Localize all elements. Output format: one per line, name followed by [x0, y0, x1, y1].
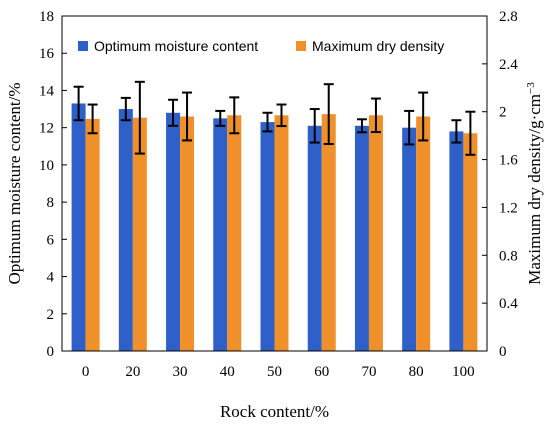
legend-label: Optimum moisture content [94, 38, 258, 54]
legend-swatch [78, 41, 88, 51]
bar-density [368, 115, 383, 351]
y-right-tick-label: 2.8 [499, 9, 518, 25]
bar-density [274, 115, 289, 351]
y-left-tick-label: 2 [47, 307, 55, 323]
y-right-tick-label: 0 [499, 344, 507, 360]
bar-moisture [307, 125, 322, 351]
x-tick-label: 0 [82, 364, 90, 380]
x-tick-label: 60 [314, 364, 329, 380]
x-tick-label: 50 [267, 364, 282, 380]
bar-density [463, 133, 478, 351]
y-left-tick-label: 16 [39, 46, 55, 62]
y-left-tick-label: 4 [47, 270, 55, 286]
legend-label: Maximum dry density [312, 38, 444, 54]
bar-moisture [166, 112, 181, 352]
y-left-tick-label: 0 [47, 344, 55, 360]
bar-density [227, 115, 242, 351]
bar-moisture [71, 103, 86, 351]
y-right-tick-label: 2.4 [499, 57, 518, 73]
y-left-tick-label: 14 [39, 83, 55, 99]
y-right-tick-label: 0.4 [499, 296, 518, 312]
bar-moisture [354, 125, 369, 351]
y-left-tick-label: 6 [47, 232, 55, 248]
y-left-tick-label: 12 [39, 121, 54, 137]
bar-density [321, 114, 336, 351]
x-tick-label: 100 [452, 364, 475, 380]
legend-swatch [296, 41, 306, 51]
x-tick-label: 80 [409, 364, 424, 380]
bar-moisture [449, 131, 464, 351]
x-axis-title: Rock content/% [220, 402, 329, 421]
y-left-tick-label: 18 [39, 9, 54, 25]
bar-moisture [260, 122, 275, 351]
y-right-tick-label: 2 [499, 105, 507, 121]
bar-moisture [213, 118, 228, 351]
y-right-tick-label: 0.8 [499, 248, 518, 264]
x-tick-label: 70 [361, 364, 376, 380]
y-left-tick-label: 10 [39, 158, 54, 174]
plot-frame [61, 15, 488, 352]
y-right-tick-label: 1.6 [499, 153, 518, 169]
bar-density [180, 116, 195, 351]
y-axis-right-title: Maximum dry density/g·cm−3 [525, 82, 544, 285]
x-tick-label: 40 [220, 364, 235, 380]
x-tick-label: 30 [173, 364, 188, 380]
y-left-tick-label: 8 [47, 195, 55, 211]
y-right-tick-label: 1.2 [499, 200, 518, 216]
bar-moisture [402, 127, 417, 352]
bar-moisture [118, 109, 133, 351]
y-axis-right-title-main: Maximum dry density/g·cm [525, 94, 544, 285]
y-axis-right-title-exponent: −3 [525, 82, 537, 94]
x-tick-label: 20 [125, 364, 140, 380]
bar-density [85, 118, 100, 352]
bar-density [416, 116, 431, 351]
bar-density [132, 117, 147, 351]
y-axis-left-title: Optimum moisture content/% [5, 82, 24, 284]
